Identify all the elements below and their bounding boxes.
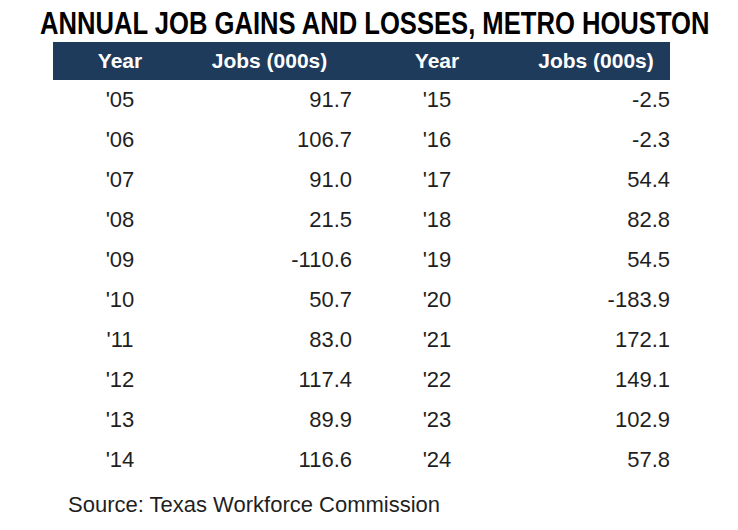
year-cell: '06 xyxy=(53,120,187,160)
table-row: '09-110.6'1954.5 xyxy=(53,240,670,280)
year-cell: '05 xyxy=(53,80,187,120)
year-cell: '21 xyxy=(352,320,522,360)
year-cell: '11 xyxy=(53,320,187,360)
jobs-value-cell: 149.1 xyxy=(522,360,670,400)
jobs-value-cell: 89.9 xyxy=(187,400,352,440)
jobs-value-cell: -183.9 xyxy=(522,280,670,320)
year-cell: '08 xyxy=(53,200,187,240)
jobs-value-cell: 82.8 xyxy=(522,200,670,240)
year-cell: '19 xyxy=(352,240,522,280)
jobs-value-cell: 57.8 xyxy=(522,440,670,480)
table-row: '1183.0'21172.1 xyxy=(53,320,670,360)
year-cell: '23 xyxy=(352,400,522,440)
table-row: '06106.7'16-2.3 xyxy=(53,120,670,160)
table-row: '0591.7'15-2.5 xyxy=(53,80,670,120)
year-cell: '16 xyxy=(352,120,522,160)
infographic-page: ANNUAL JOB GAINS AND LOSSES, METRO HOUST… xyxy=(0,0,738,530)
jobs-value-cell: 117.4 xyxy=(187,360,352,400)
jobs-value-cell: -110.6 xyxy=(187,240,352,280)
year-cell: '13 xyxy=(53,400,187,440)
year-cell: '10 xyxy=(53,280,187,320)
jobs-value-cell: 54.4 xyxy=(522,160,670,200)
year-cell: '15 xyxy=(352,80,522,120)
jobs-value-cell: 91.7 xyxy=(187,80,352,120)
year-cell: '12 xyxy=(53,360,187,400)
table-row: '12117.4'22149.1 xyxy=(53,360,670,400)
header-jobs-right: Jobs (000s) xyxy=(522,42,670,80)
table-header-row: Year Jobs (000s) Year Jobs (000s) xyxy=(53,42,670,80)
jobs-value-cell: 102.9 xyxy=(522,400,670,440)
header-jobs-left: Jobs (000s) xyxy=(187,42,352,80)
source-note: Source: Texas Workforce Commission xyxy=(68,492,440,518)
table-row: '1389.9'23102.9 xyxy=(53,400,670,440)
jobs-value-cell: 116.6 xyxy=(187,440,352,480)
page-title: ANNUAL JOB GAINS AND LOSSES, METRO HOUST… xyxy=(40,5,709,42)
header-year-right: Year xyxy=(352,42,522,80)
year-cell: '17 xyxy=(352,160,522,200)
jobs-value-cell: 91.0 xyxy=(187,160,352,200)
table-row: '14116.6'2457.8 xyxy=(53,440,670,480)
table-row: '0791.0'1754.4 xyxy=(53,160,670,200)
table-row: '1050.7'20-183.9 xyxy=(53,280,670,320)
year-cell: '09 xyxy=(53,240,187,280)
header-year-left: Year xyxy=(53,42,187,80)
year-cell: '07 xyxy=(53,160,187,200)
jobs-value-cell: 54.5 xyxy=(522,240,670,280)
year-cell: '14 xyxy=(53,440,187,480)
year-cell: '22 xyxy=(352,360,522,400)
year-cell: '24 xyxy=(352,440,522,480)
jobs-value-cell: 172.1 xyxy=(522,320,670,360)
jobs-value-cell: 21.5 xyxy=(187,200,352,240)
jobs-value-cell: 106.7 xyxy=(187,120,352,160)
year-cell: '18 xyxy=(352,200,522,240)
year-cell: '20 xyxy=(352,280,522,320)
jobs-table: Year Jobs (000s) Year Jobs (000s) '0591.… xyxy=(53,42,670,480)
table-row: '0821.5'1882.8 xyxy=(53,200,670,240)
jobs-value-cell: 83.0 xyxy=(187,320,352,360)
jobs-value-cell: -2.5 xyxy=(522,80,670,120)
jobs-value-cell: -2.3 xyxy=(522,120,670,160)
jobs-value-cell: 50.7 xyxy=(187,280,352,320)
